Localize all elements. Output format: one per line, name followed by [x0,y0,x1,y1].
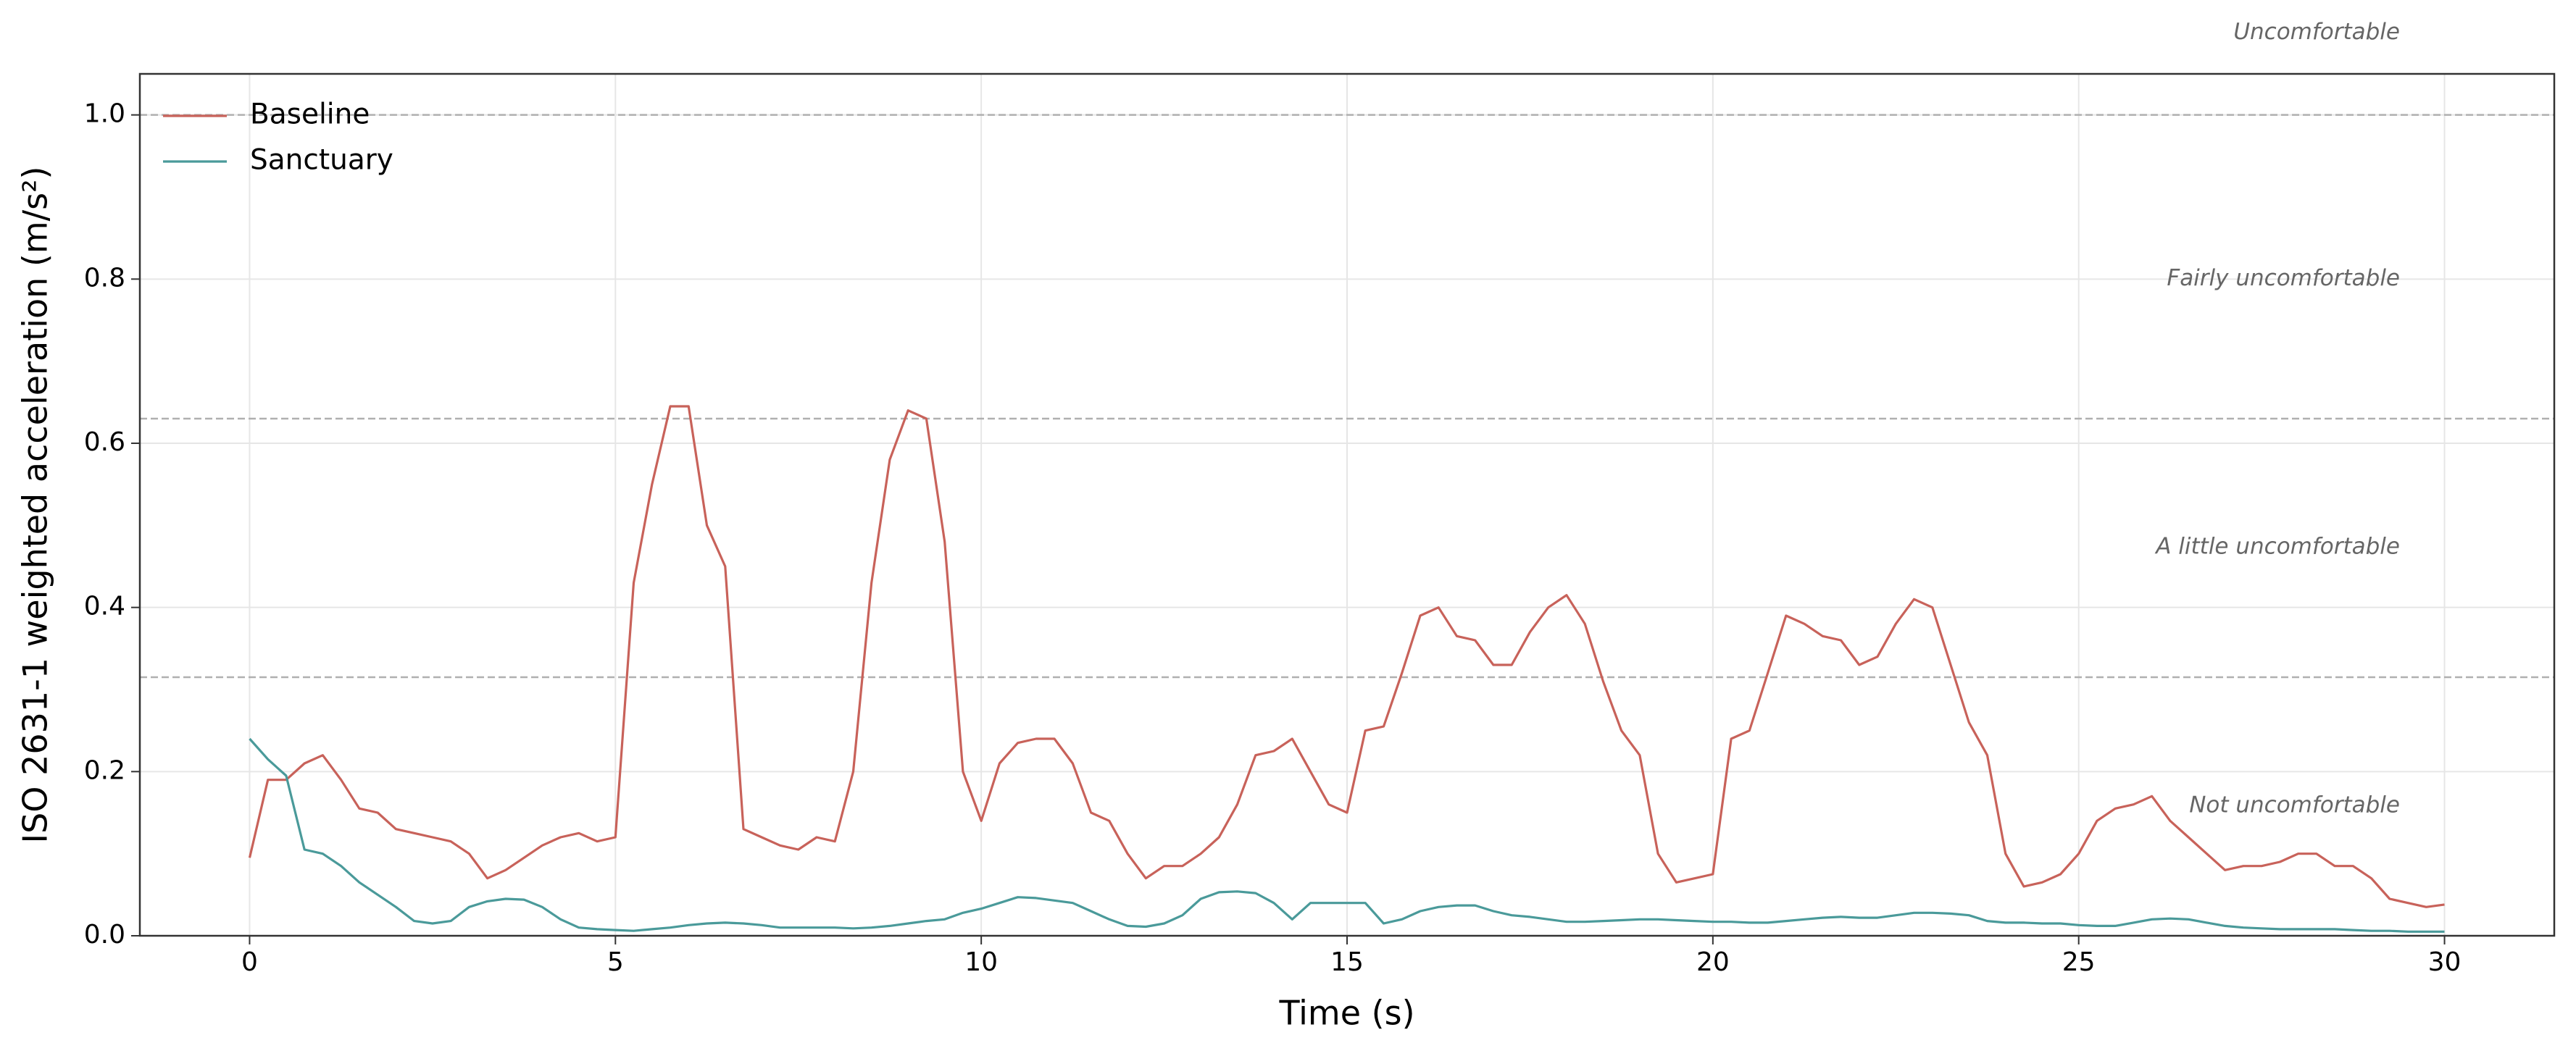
x-tick-label: 15 [1330,947,1364,977]
series-line [249,737,2445,933]
y-tick-label: 0.6 [84,427,125,457]
x-axis-label: Time (s) [1278,994,1414,1033]
zone-label: A little uncomfortable [2154,533,2400,559]
y-tick-label: 0.0 [84,920,125,950]
x-tick-label: 0 [241,947,258,977]
zone-label: Fairly uncomfortable [2167,265,2400,291]
x-tick-label: 30 [2428,947,2462,977]
zone-label: Not uncomfortable [2189,792,2400,818]
x-tick-label: 5 [607,947,624,977]
y-axis-label: ISO 2631-1 weighted acceleration (m/s²) [16,167,55,844]
x-tick-label: 25 [2062,947,2096,977]
y-tick-label: 0.4 [84,592,125,621]
y-tick-label: 0.8 [84,263,125,293]
y-tick-label: 0.2 [84,755,125,785]
x-tick-label: 20 [1696,947,1730,977]
plot-frame [138,72,2556,937]
legend-label: Baseline [250,99,370,131]
y-tick-label: 1.0 [84,99,125,129]
legend-label: Sanctuary [250,144,393,177]
x-tick-label: 10 [964,947,998,977]
series-line [248,405,2445,908]
zone-label: Uncomfortable [2233,19,2400,45]
